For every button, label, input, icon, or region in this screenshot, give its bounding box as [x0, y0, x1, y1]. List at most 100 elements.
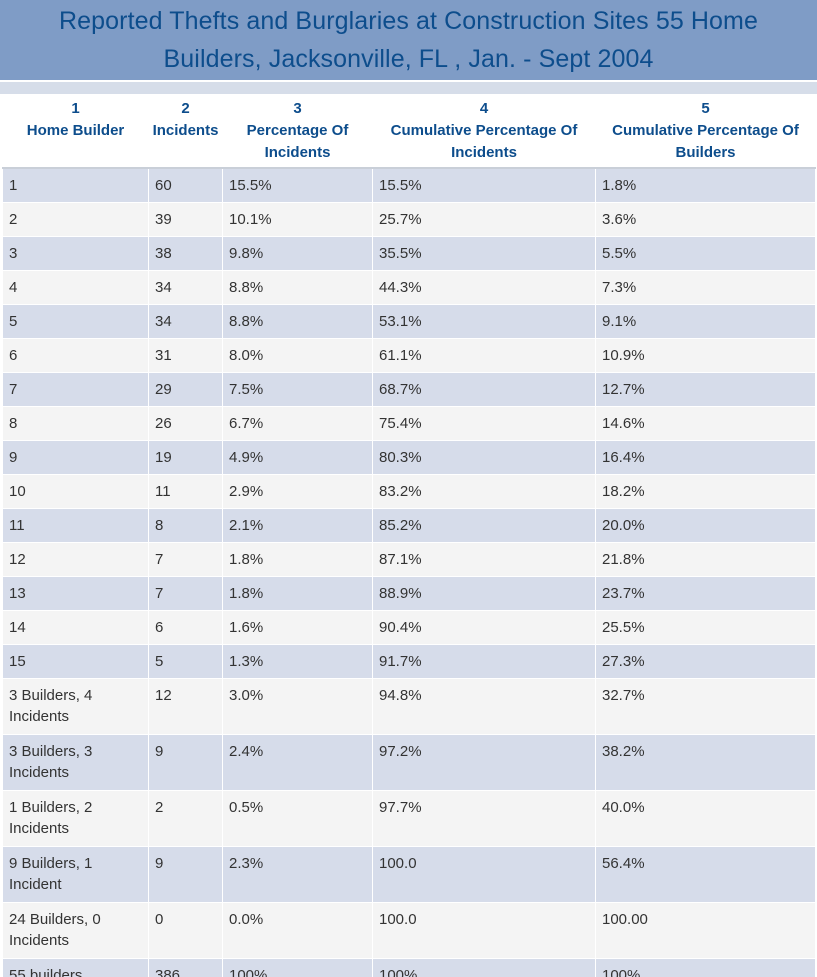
cell-cumulative-builders: 14.6%	[595, 406, 816, 441]
cell-cumulative-incidents: 100%	[372, 958, 596, 977]
column-header-cumulative-incidents: 4 Cumulative Percentage Of Incidents	[372, 95, 596, 169]
cell-cumulative-incidents: 87.1%	[372, 542, 596, 577]
cell-home-builder: 13	[2, 576, 149, 611]
table-row: 3 Builders, 4 Incidents 12 3.0% 94.8% 32.7%	[2, 678, 816, 735]
cell-cumulative-incidents: 53.1%	[372, 304, 596, 339]
cell-cumulative-builders: 40.0%	[595, 790, 816, 847]
cell-incidents: 5	[148, 644, 223, 679]
cell-home-builder: 8	[2, 406, 149, 441]
table-body: 1 60 15.5% 15.5% 1.8% 2 39 10.1% 25.7% 3.6% 3 38 9.8…	[2, 168, 816, 977]
table-row: 8 26 6.7% 75.4% 14.6%	[2, 406, 816, 441]
table-row: 1 Builders, 2 Incidents 2 0.5% 97.7% 40.0%	[2, 790, 816, 847]
cell-incidents: 7	[148, 542, 223, 577]
cell-cumulative-builders: 10.9%	[595, 338, 816, 373]
table-row: 15 5 1.3% 91.7% 27.3%	[2, 644, 816, 679]
table-row: 1 60 15.5% 15.5% 1.8%	[2, 168, 816, 203]
cell-home-builder: 3	[2, 236, 149, 271]
column-header-home-builder: 1 Home Builder	[2, 95, 149, 169]
table-row: 7 29 7.5% 68.7% 12.7%	[2, 372, 816, 407]
cell-percentage: 4.9%	[222, 440, 373, 475]
cell-percentage: 3.0%	[222, 678, 373, 735]
cell-percentage: 8.8%	[222, 270, 373, 305]
table-row: 24 Builders, 0 Incidents 0 0.0% 100.0 100.00	[2, 902, 816, 959]
cell-cumulative-incidents: 88.9%	[372, 576, 596, 611]
cell-cumulative-incidents: 15.5%	[372, 168, 596, 203]
cell-incidents: 29	[148, 372, 223, 407]
cell-percentage: 6.7%	[222, 406, 373, 441]
cell-percentage: 2.9%	[222, 474, 373, 509]
table-row: 13 7 1.8% 88.9% 23.7%	[2, 576, 816, 611]
column-header-cumulative-builders: 5 Cumulative Percentage Of Builders	[595, 95, 816, 169]
cell-incidents: 39	[148, 202, 223, 237]
cell-home-builder: 6	[2, 338, 149, 373]
table-row: 11 8 2.1% 85.2% 20.0%	[2, 508, 816, 543]
cell-home-builder: 11	[2, 508, 149, 543]
table-row: 3 38 9.8% 35.5% 5.5%	[2, 236, 816, 271]
cell-home-builder: 55 builders	[2, 958, 149, 977]
cell-percentage: 2.4%	[222, 734, 373, 791]
cell-cumulative-builders: 9.1%	[595, 304, 816, 339]
cell-cumulative-builders: 5.5%	[595, 236, 816, 271]
cell-cumulative-builders: 27.3%	[595, 644, 816, 679]
cell-incidents: 12	[148, 678, 223, 735]
cell-home-builder: 9	[2, 440, 149, 475]
cell-incidents: 2	[148, 790, 223, 847]
cell-cumulative-builders: 56.4%	[595, 846, 816, 903]
cell-cumulative-incidents: 97.7%	[372, 790, 596, 847]
cell-cumulative-builders: 100%	[595, 958, 816, 977]
cell-home-builder: 14	[2, 610, 149, 645]
column-label: Percentage Of Incidents	[246, 122, 349, 161]
cell-cumulative-incidents: 100.0	[372, 902, 596, 959]
cell-home-builder: 12	[2, 542, 149, 577]
cell-incidents: 8	[148, 508, 223, 543]
table-row: 9 Builders, 1 Incident 9 2.3% 100.0 56.4%	[2, 846, 816, 903]
column-header-percentage: 3 Percentage Of Incidents	[222, 95, 373, 169]
cell-incidents: 386	[148, 958, 223, 977]
cell-home-builder: 1 Builders, 2 Incidents	[2, 790, 149, 847]
cell-cumulative-incidents: 35.5%	[372, 236, 596, 271]
cell-home-builder: 3 Builders, 4 Incidents	[2, 678, 149, 735]
cell-cumulative-incidents: 44.3%	[372, 270, 596, 305]
cell-cumulative-builders: 25.5%	[595, 610, 816, 645]
cell-percentage: 7.5%	[222, 372, 373, 407]
cell-cumulative-incidents: 61.1%	[372, 338, 596, 373]
cell-home-builder: 4	[2, 270, 149, 305]
cell-incidents: 26	[148, 406, 223, 441]
column-number: 1	[71, 100, 80, 117]
cell-incidents: 19	[148, 440, 223, 475]
table-row: 2 39 10.1% 25.7% 3.6%	[2, 202, 816, 237]
cell-cumulative-builders: 18.2%	[595, 474, 816, 509]
table-row: 3 Builders, 3 Incidents 9 2.4% 97.2% 38.2%	[2, 734, 816, 791]
table-row: 5 34 8.8% 53.1% 9.1%	[2, 304, 816, 339]
cell-incidents: 6	[148, 610, 223, 645]
cell-home-builder: 15	[2, 644, 149, 679]
cell-cumulative-builders: 3.6%	[595, 202, 816, 237]
column-label: Cumulative Percentage Of Incidents	[390, 122, 578, 161]
cell-incidents: 7	[148, 576, 223, 611]
column-number: 4	[479, 100, 489, 117]
cell-incidents: 11	[148, 474, 223, 509]
column-number: 5	[701, 100, 710, 117]
table-row: 9 19 4.9% 80.3% 16.4%	[2, 440, 816, 475]
cell-cumulative-builders: 21.8%	[595, 542, 816, 577]
cell-cumulative-builders: 16.4%	[595, 440, 816, 475]
cell-percentage: 2.3%	[222, 846, 373, 903]
table-header: 1 Home Builder 2 Incidents 3 Percentage …	[2, 95, 816, 169]
column-number: 2	[181, 100, 190, 117]
cell-cumulative-incidents: 80.3%	[372, 440, 596, 475]
cell-cumulative-incidents: 91.7%	[372, 644, 596, 679]
column-label: Home Builder	[26, 122, 125, 139]
cell-home-builder: 5	[2, 304, 149, 339]
cell-incidents: 31	[148, 338, 223, 373]
cell-cumulative-incidents: 85.2%	[372, 508, 596, 543]
cell-cumulative-incidents: 90.4%	[372, 610, 596, 645]
cell-cumulative-builders: 12.7%	[595, 372, 816, 407]
cell-percentage: 1.8%	[222, 576, 373, 611]
cell-cumulative-incidents: 75.4%	[372, 406, 596, 441]
table-row: 10 11 2.9% 83.2% 18.2%	[2, 474, 816, 509]
cell-percentage: 8.8%	[222, 304, 373, 339]
cell-cumulative-builders: 20.0%	[595, 508, 816, 543]
table-row: 55 builders 386 100% 100% 100%	[2, 958, 816, 977]
cell-percentage: 1.3%	[222, 644, 373, 679]
